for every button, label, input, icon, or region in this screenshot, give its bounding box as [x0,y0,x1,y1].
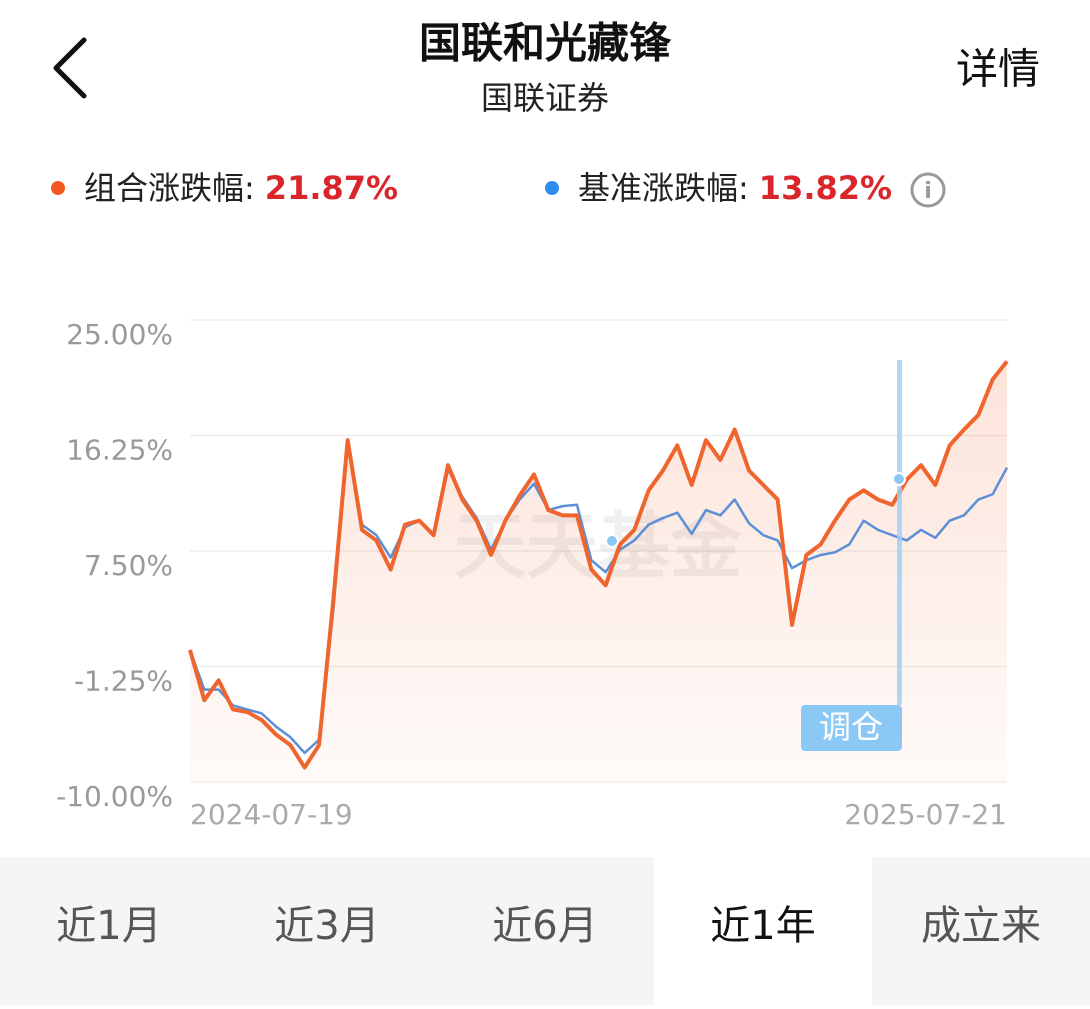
legend-value: 21.87% [265,169,398,207]
legend-value: 13.82% [759,169,892,207]
annotation-dot [605,534,619,548]
y-tick-label: -10.00% [56,780,173,813]
tab-background [0,857,218,1005]
y-tick-label: 16.25% [66,434,173,467]
tab-background [218,857,436,1005]
legend-dot [545,181,559,195]
info-glyph: i [924,179,932,204]
y-tick-label: 7.50% [84,549,173,582]
y-tick-label: -1.25% [74,665,173,698]
annotation-dot [892,472,906,486]
annotation-line [897,360,902,705]
annotation-badge [801,705,902,751]
details-button[interactable]: 详情 [956,45,1040,94]
x-tick-label: 2024-07-19 [190,798,353,831]
tab-bar: 近1月 近3月 近6月 近1年 成立来 [0,857,1090,1005]
legend-label: 组合涨跌幅: [84,169,255,207]
tab[interactable]: 近1年 [710,903,815,949]
legend-label: 基准涨跌幅: [578,169,749,207]
legend-dot [51,181,65,195]
subtitle: 国联证券 [481,79,609,117]
tab[interactable]: 近3月 [274,903,379,949]
legend: 组合涨跌幅: 21.87% 基准涨跌幅: 13.82% [51,169,892,207]
chart: -10.00% -1.25% 7.50% 16.25% 25.00% 2024-07-19… [56,318,1009,831]
back-button[interactable] [53,37,87,99]
annotation-label: 调仓 [819,708,883,746]
area [190,361,1007,782]
title: 国联和光藏锋 [419,19,672,68]
y-tick-label: 25.00% [66,318,173,351]
tab[interactable]: 成立来 [921,903,1041,949]
info-icon[interactable] [910,172,946,208]
x-tick-label: 2025-07-21 [844,798,1007,831]
tab-background [654,857,872,1005]
tab-background [872,857,1090,1005]
series-line [188,360,1009,770]
tab-background [436,857,654,1005]
tab[interactable]: 近6月 [492,903,597,949]
tab[interactable]: 近1月 [56,903,161,949]
